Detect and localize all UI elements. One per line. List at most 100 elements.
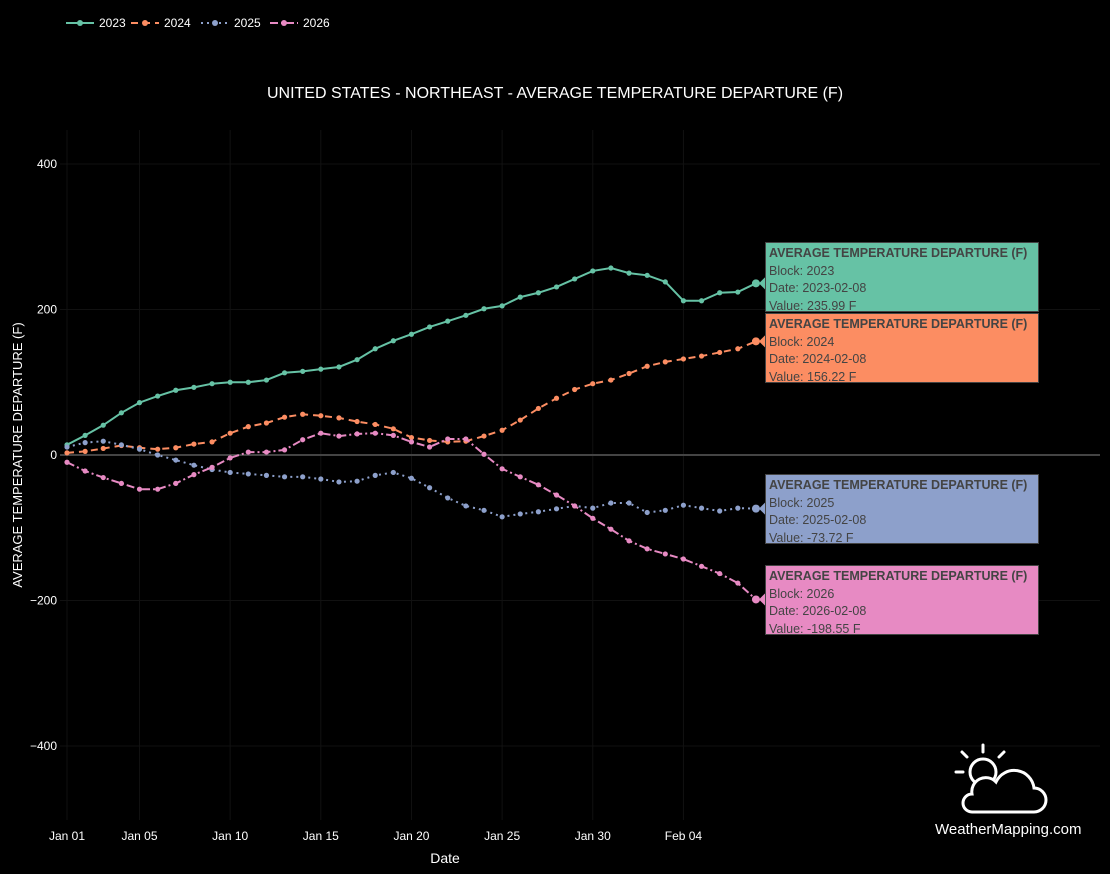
legend-item-2026[interactable]: 2026: [270, 16, 330, 30]
legend-item-2024[interactable]: 2024: [131, 16, 191, 30]
data-point: [463, 503, 469, 509]
data-point: [572, 386, 578, 393]
data-point: [245, 449, 251, 455]
data-point: [318, 430, 324, 436]
data-point: [209, 439, 215, 445]
data-point: [499, 466, 505, 472]
tooltip-pointer: [758, 276, 766, 291]
data-point: [390, 338, 396, 344]
tooltip-title: AVERAGE TEMPERATURE DEPARTURE (F): [769, 478, 1028, 492]
data-point: [390, 469, 396, 476]
data-point: [572, 503, 578, 509]
data-point: [590, 515, 596, 521]
data-point: [535, 482, 541, 488]
data-point: [191, 462, 197, 468]
data-point: [751, 337, 760, 346]
x-tick-label: Jan 05: [122, 829, 158, 843]
data-point: [408, 434, 415, 441]
data-point: [427, 444, 433, 450]
data-point: [281, 447, 288, 453]
tooltip-date: Date: 2026-02-08: [769, 604, 867, 618]
data-point: [82, 440, 88, 446]
data-point: [354, 357, 360, 363]
data-point: [445, 318, 451, 324]
data-point: [336, 415, 342, 421]
legend-item-2025[interactable]: 2025: [201, 16, 261, 30]
legend-marker: [281, 20, 287, 26]
data-point: [191, 441, 197, 447]
data-point: [698, 505, 705, 511]
tooltip-2023: AVERAGE TEMPERATURE DEPARTURE (F) Block: …: [765, 242, 1039, 313]
data-point: [191, 384, 197, 390]
data-point: [300, 474, 306, 480]
data-point: [245, 471, 251, 477]
tooltip-pointer: [758, 334, 766, 349]
data-point: [336, 433, 342, 439]
data-point: [717, 570, 723, 577]
x-tick-label: Jan 25: [484, 829, 520, 843]
x-tick-label: Jan 01: [49, 829, 85, 843]
y-tick-label: 200: [37, 303, 57, 317]
data-point: [118, 442, 124, 448]
data-point: [662, 507, 668, 513]
data-point: [698, 298, 705, 304]
data-point: [735, 346, 741, 352]
tooltip-value: Value: 156.22 F: [769, 369, 857, 384]
x-axis-label: Date: [430, 850, 460, 866]
data-point: [751, 279, 760, 288]
data-point: [427, 437, 433, 444]
data-point: [553, 506, 560, 512]
data-point: [735, 505, 741, 511]
data-point: [608, 377, 614, 383]
data-point: [318, 413, 324, 419]
logo-text: WeatherMapping.com: [935, 821, 1082, 838]
data-point: [535, 290, 541, 296]
data-point: [735, 580, 741, 586]
data-point: [517, 417, 523, 423]
data-point: [263, 472, 270, 478]
data-point: [698, 563, 705, 569]
tooltip-2026: AVERAGE TEMPERATURE DEPARTURE (F) Block: …: [765, 565, 1039, 636]
x-tick-label: Jan 20: [393, 829, 429, 843]
data-point: [173, 387, 179, 393]
data-point: [354, 418, 360, 425]
data-point: [751, 595, 760, 604]
y-tick-label: 400: [37, 157, 57, 171]
series-2025: [64, 438, 760, 520]
legend-item-2023[interactable]: 2023: [66, 16, 126, 30]
data-point: [445, 495, 451, 501]
data-point: [336, 479, 342, 485]
data-point: [553, 284, 560, 290]
tooltip-pointer: [758, 501, 766, 516]
y-tick-label: −400: [30, 739, 57, 753]
data-point: [535, 405, 541, 412]
data-point: [118, 480, 124, 486]
tooltip-block: Block: 2024: [769, 334, 835, 349]
data-point: [499, 303, 505, 309]
data-point: [662, 279, 668, 285]
data-point: [227, 455, 233, 461]
y-axis-label: AVERAGE TEMPERATURE DEPARTURE (F): [10, 322, 25, 587]
data-point: [608, 526, 614, 532]
data-point: [481, 507, 487, 513]
data-point: [408, 439, 415, 445]
data-point: [481, 433, 487, 439]
data-point: [608, 500, 614, 506]
tooltip-2025: AVERAGE TEMPERATURE DEPARTURE (F) Block: …: [765, 474, 1039, 545]
legend-marker: [77, 20, 83, 26]
data-point: [281, 370, 288, 376]
tooltip-pointer: [758, 592, 766, 607]
data-point: [209, 464, 215, 470]
data-point: [155, 393, 161, 399]
data-point: [463, 312, 469, 318]
x-tick-label: Feb 04: [665, 829, 703, 843]
data-point: [64, 450, 70, 456]
data-point: [680, 298, 687, 304]
data-point: [427, 324, 433, 330]
data-point: [390, 432, 396, 438]
data-point: [281, 474, 288, 480]
data-point: [427, 485, 433, 491]
x-tick-label: Jan 10: [212, 829, 248, 843]
data-point: [499, 427, 505, 433]
